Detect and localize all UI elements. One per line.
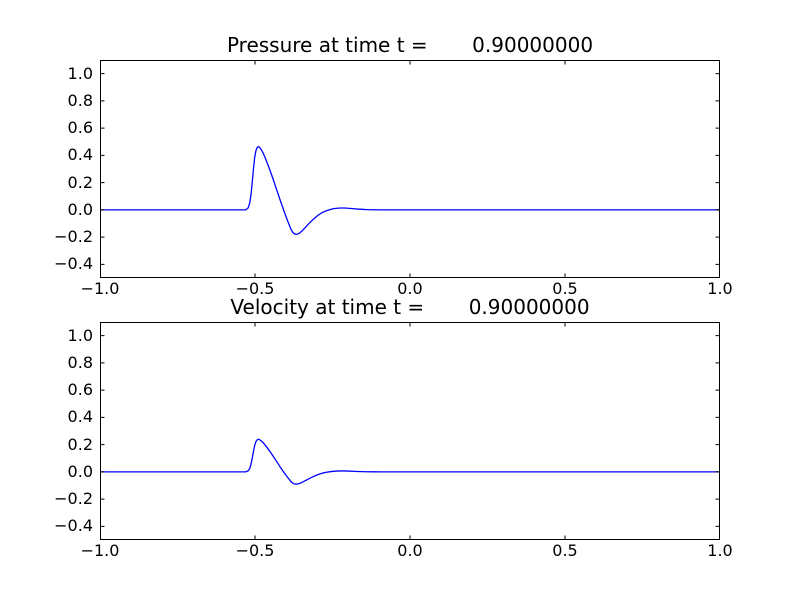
y-tick-label: 0.6 <box>67 118 93 138</box>
axes-spines <box>100 322 720 540</box>
x-tick-label: 1.0 <box>707 541 733 560</box>
x-tick-label: −0.5 <box>235 541 275 560</box>
y-tick-label: 0.4 <box>67 145 93 165</box>
y-tick-label: −0.4 <box>54 254 93 274</box>
x-tick-label: 0.0 <box>397 279 423 298</box>
tick-marks <box>100 60 720 278</box>
x-tick-label: 0.5 <box>552 279 578 298</box>
x-tick-label: 0.5 <box>552 541 578 560</box>
y-tick-label: −0.4 <box>54 516 93 536</box>
y-tick-label: 0.0 <box>67 199 93 219</box>
pressure-plot-area <box>100 60 720 278</box>
axes-spines <box>100 60 720 278</box>
y-tick-label: 0.4 <box>67 407 93 427</box>
x-tick-label: −1.0 <box>80 279 120 298</box>
y-tick-label: −0.2 <box>54 489 93 509</box>
velocity-curve <box>100 438 720 485</box>
tick-marks <box>100 322 720 540</box>
velocity-title: Velocity at time t = 0.90000000 <box>230 295 590 319</box>
y-tick-label: 0.8 <box>67 90 93 110</box>
x-tick-label: −1.0 <box>80 541 120 560</box>
x-tick-label: −0.5 <box>235 279 275 298</box>
y-tick-label: 1.0 <box>67 325 93 345</box>
x-tick-label: 1.0 <box>707 279 733 298</box>
velocity-subplot: Velocity at time t = 0.90000000 −1.0 −0.5… <box>54 295 733 559</box>
y-tick-label: 0.2 <box>67 434 93 454</box>
x-tick-label: 0.0 <box>397 541 423 560</box>
y-tick-label: −0.2 <box>54 227 93 247</box>
pressure-title: Pressure at time t = 0.90000000 <box>226 33 594 57</box>
pressure-curve <box>100 145 720 236</box>
y-tick-label: 1.0 <box>67 63 93 83</box>
pressure-subplot: Pressure at time t = 0.90000000 −1.0 −0.5… <box>54 33 733 297</box>
y-tick-label: 0.8 <box>67 352 93 372</box>
velocity-plot-area <box>100 322 720 540</box>
y-tick-label: 0.0 <box>67 461 93 481</box>
y-tick-label: 0.2 <box>67 172 93 192</box>
y-tick-label: 0.6 <box>67 380 93 400</box>
